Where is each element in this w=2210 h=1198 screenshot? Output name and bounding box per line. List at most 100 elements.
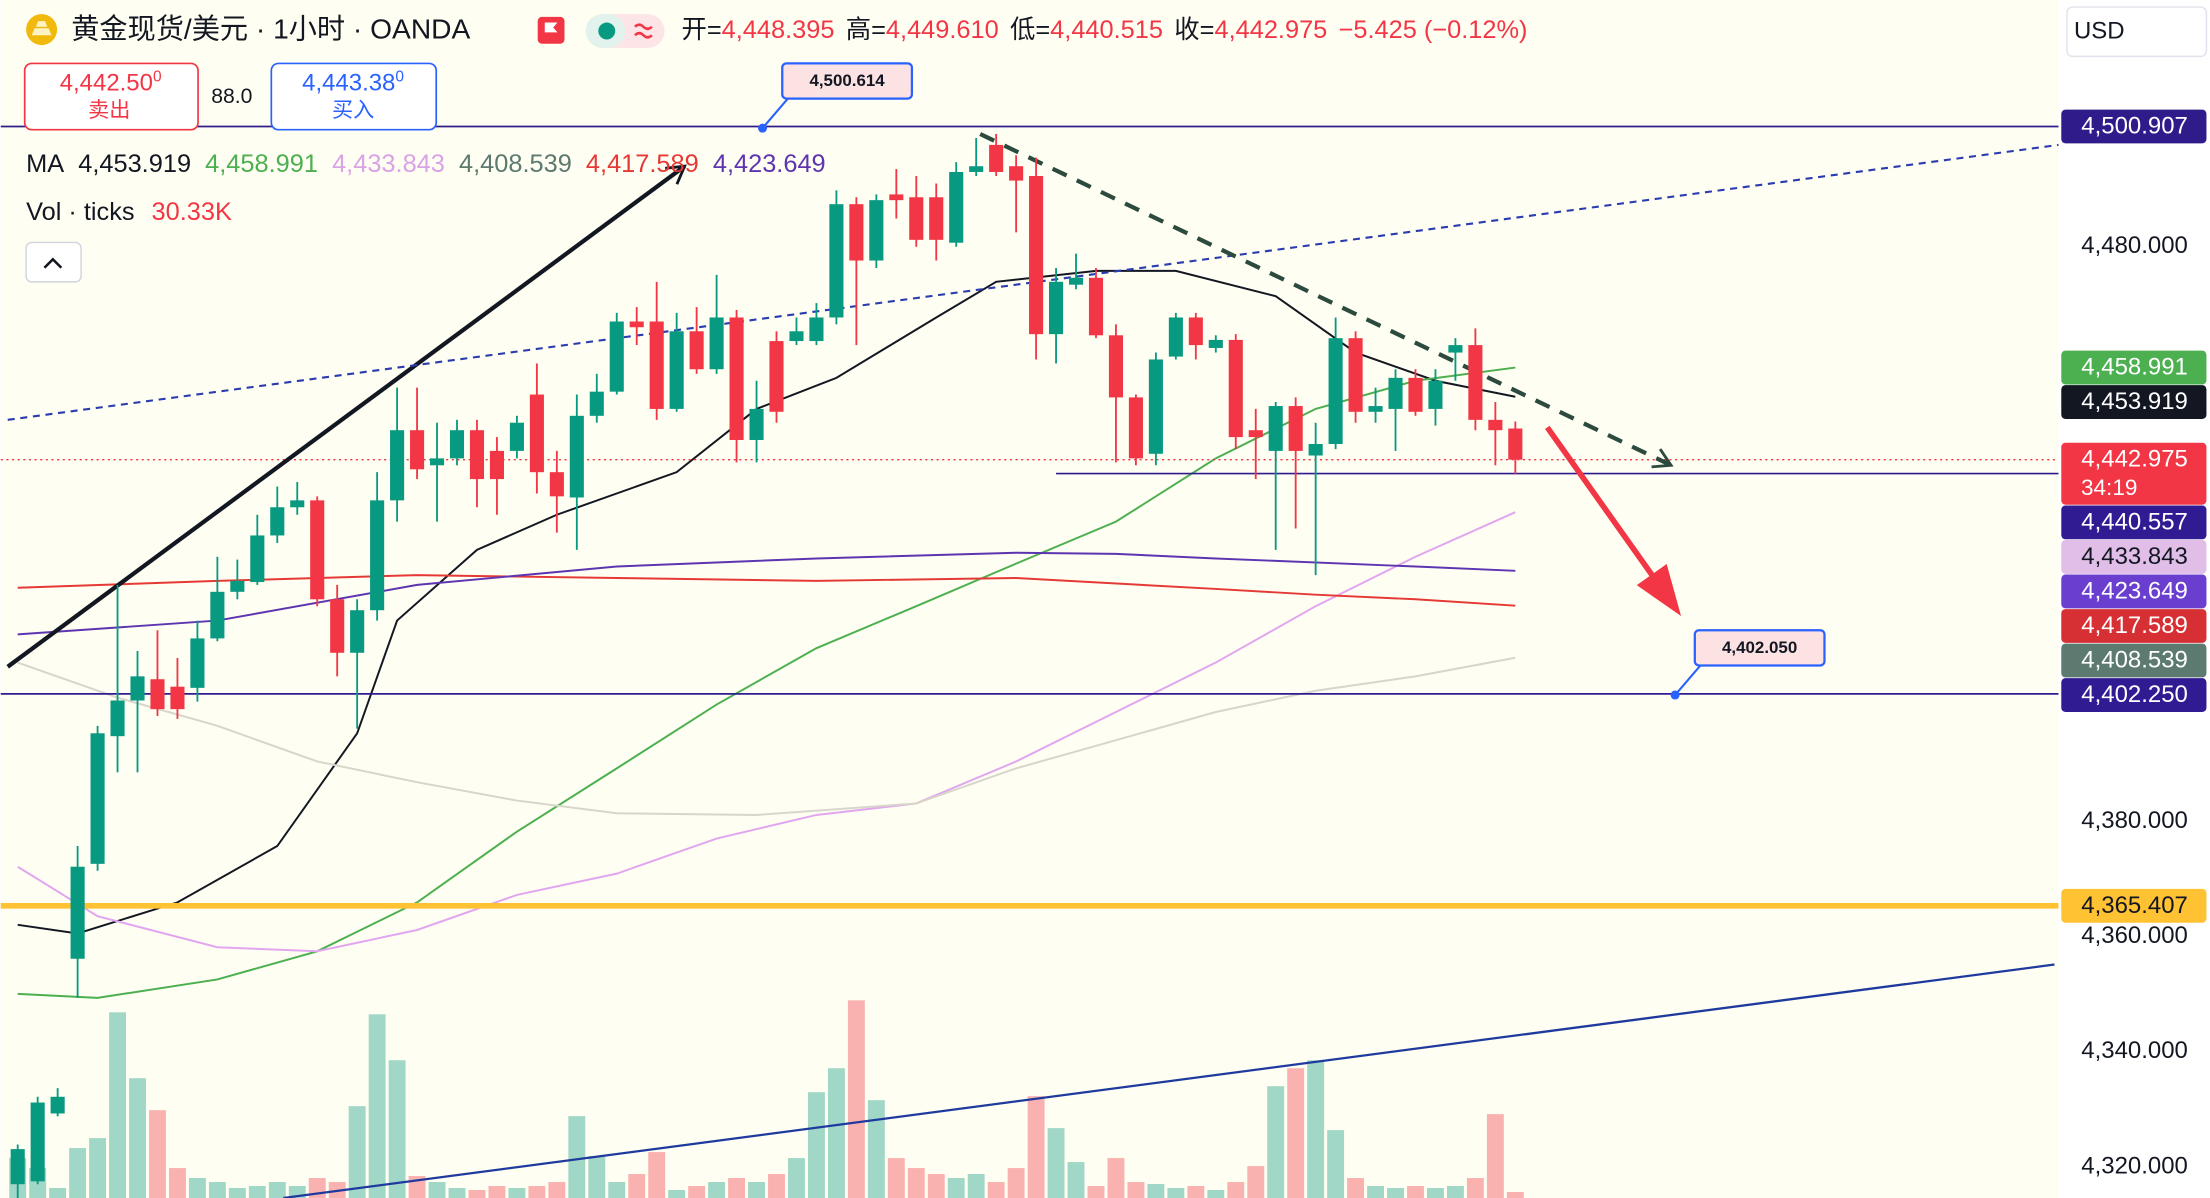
- price-label-box: [2061, 678, 2207, 712]
- arrow-head: [1651, 448, 1674, 469]
- volume-bar: [588, 1156, 606, 1198]
- y-tick-label: 4,360.000: [2081, 922, 2188, 949]
- volume-bar: [1506, 1192, 1524, 1198]
- candle-body: [1348, 338, 1363, 412]
- volume-bar: [208, 1182, 226, 1198]
- candle-body: [350, 610, 365, 653]
- candle-body: [649, 321, 664, 409]
- ohlc-value: 4,449.610: [886, 16, 999, 44]
- candle-body: [729, 317, 744, 440]
- candle-body: [929, 197, 944, 240]
- volume-bar: [168, 1168, 186, 1198]
- candle-body: [809, 317, 824, 342]
- sell-button[interactable]: [23, 62, 199, 131]
- candle-body: [1049, 281, 1064, 335]
- ohlc-value: 4,440.515: [1050, 16, 1163, 44]
- collapse-button[interactable]: [25, 241, 82, 283]
- callout-box: [781, 62, 914, 100]
- candle-body: [1228, 339, 1243, 438]
- buy-price-main: 4,443.38: [302, 70, 395, 97]
- candle-body: [1328, 338, 1343, 445]
- volume-bar: [1486, 1114, 1504, 1198]
- volume-bar: [1387, 1188, 1404, 1198]
- volume-bar: [1187, 1186, 1205, 1198]
- candle-body: [50, 1096, 65, 1114]
- candle-body: [1248, 430, 1263, 438]
- volume-bar: [188, 1178, 206, 1198]
- volume-bar: [288, 1186, 306, 1198]
- volume-bar: [49, 1188, 67, 1198]
- candle-body: [529, 394, 544, 473]
- sell-label: 卖出: [88, 98, 130, 122]
- candle-body: [190, 638, 205, 688]
- price-label: 4,402.250: [2081, 681, 2188, 708]
- volume-bar: [668, 1190, 686, 1198]
- volume-bar: [1287, 1068, 1305, 1198]
- candles-layer: [10, 134, 1523, 1198]
- candle-body: [310, 500, 325, 600]
- y-tick-label: 4,340.000: [2081, 1037, 2188, 1064]
- candle-body: [1148, 359, 1163, 454]
- volume-bar: [109, 1012, 126, 1198]
- buy-price: 4,443.380: [302, 69, 404, 97]
- change-value: −5.425 (−0.12%): [1339, 16, 1528, 44]
- price-label: 4,458.991: [2081, 354, 2188, 381]
- candle-body: [749, 408, 764, 440]
- trend-line: [283, 963, 2055, 1198]
- volume-bar: [568, 1116, 586, 1198]
- price-label-box: [2061, 442, 2207, 505]
- sell-price: 4,442.500: [60, 69, 162, 97]
- delay-icon: [634, 23, 653, 39]
- symbol-title: 黄金现货/美元 · 1小时 · OANDA: [71, 12, 470, 44]
- volume-bar: [1207, 1190, 1225, 1198]
- y-tick-label: 4,480.000: [2081, 232, 2188, 259]
- buy-price-pip: 0: [395, 69, 404, 86]
- callout-box: [1693, 629, 1826, 667]
- price-label: 4,500.907: [2081, 113, 2188, 140]
- callout-label: 4,500.614: [809, 71, 885, 90]
- trend-line: [1544, 425, 1664, 591]
- spread: 88.0: [211, 85, 252, 108]
- candle-body: [869, 200, 884, 261]
- volume-bar: [448, 1188, 466, 1198]
- currency-select[interactable]: [2066, 6, 2208, 58]
- candle-body: [1268, 406, 1283, 451]
- candle-body: [1208, 339, 1223, 348]
- candle-body: [889, 194, 904, 201]
- candle-body: [410, 430, 425, 470]
- price-label: 4,423.649: [2081, 577, 2188, 604]
- volume-bar: [967, 1174, 985, 1198]
- candle-body: [549, 472, 564, 497]
- ma-legend-value: 4,453.919: [78, 150, 191, 178]
- volume-bar: [528, 1186, 546, 1198]
- candle-body: [669, 331, 684, 409]
- price-label: 4,408.539: [2081, 647, 2188, 674]
- volume-bar: [728, 1178, 746, 1198]
- ma-line: [17, 656, 1516, 816]
- volume-bar: [1087, 1186, 1105, 1198]
- ma-legend-value: 4,408.539: [459, 150, 572, 178]
- buy-button[interactable]: [270, 62, 438, 131]
- candle-body: [170, 686, 185, 710]
- candle-body: [769, 341, 784, 412]
- arrow-head: [665, 164, 687, 185]
- candle-body: [569, 415, 584, 498]
- volume-bar: [468, 1190, 486, 1198]
- volume-bar: [1466, 1178, 1484, 1198]
- volume-bar: [887, 1158, 905, 1198]
- candle-body: [849, 204, 864, 261]
- candle-body: [489, 450, 504, 480]
- candle-body: [989, 144, 1004, 172]
- ohlc-key: 低=: [1010, 16, 1050, 44]
- candle-body: [469, 430, 485, 480]
- volume-bar: [708, 1182, 726, 1198]
- volume-bar: [1147, 1184, 1165, 1198]
- ma-legend-value: 4,417.589: [586, 150, 699, 178]
- volume-bar: [788, 1158, 805, 1198]
- volume-bar: [827, 1068, 845, 1198]
- price-countdown: 34:19: [2081, 475, 2137, 500]
- volume-bar: [248, 1186, 266, 1198]
- candle-body: [1288, 406, 1303, 451]
- price-axis: 4,480.000 4,380.000 4,360.000 4,340.000 4,32…: [2061, 109, 2207, 1179]
